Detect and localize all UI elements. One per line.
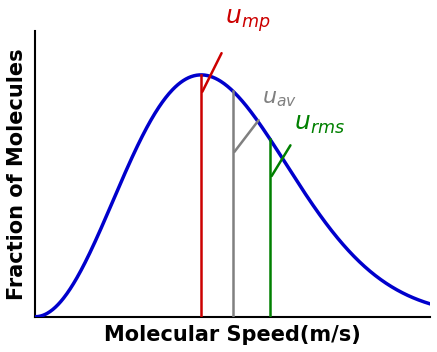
Text: $\mathbf{\it{u}}_{mp}$: $\mathbf{\it{u}}_{mp}$ [225,7,270,34]
Text: $\mathit{u}_{av}$: $\mathit{u}_{av}$ [262,89,297,109]
Text: $\mathbf{\it{u}}_{rms}$: $\mathbf{\it{u}}_{rms}$ [294,112,345,136]
X-axis label: Molecular Speed(m/s): Molecular Speed(m/s) [104,325,361,345]
Y-axis label: Fraction of Molecules: Fraction of Molecules [7,48,27,300]
